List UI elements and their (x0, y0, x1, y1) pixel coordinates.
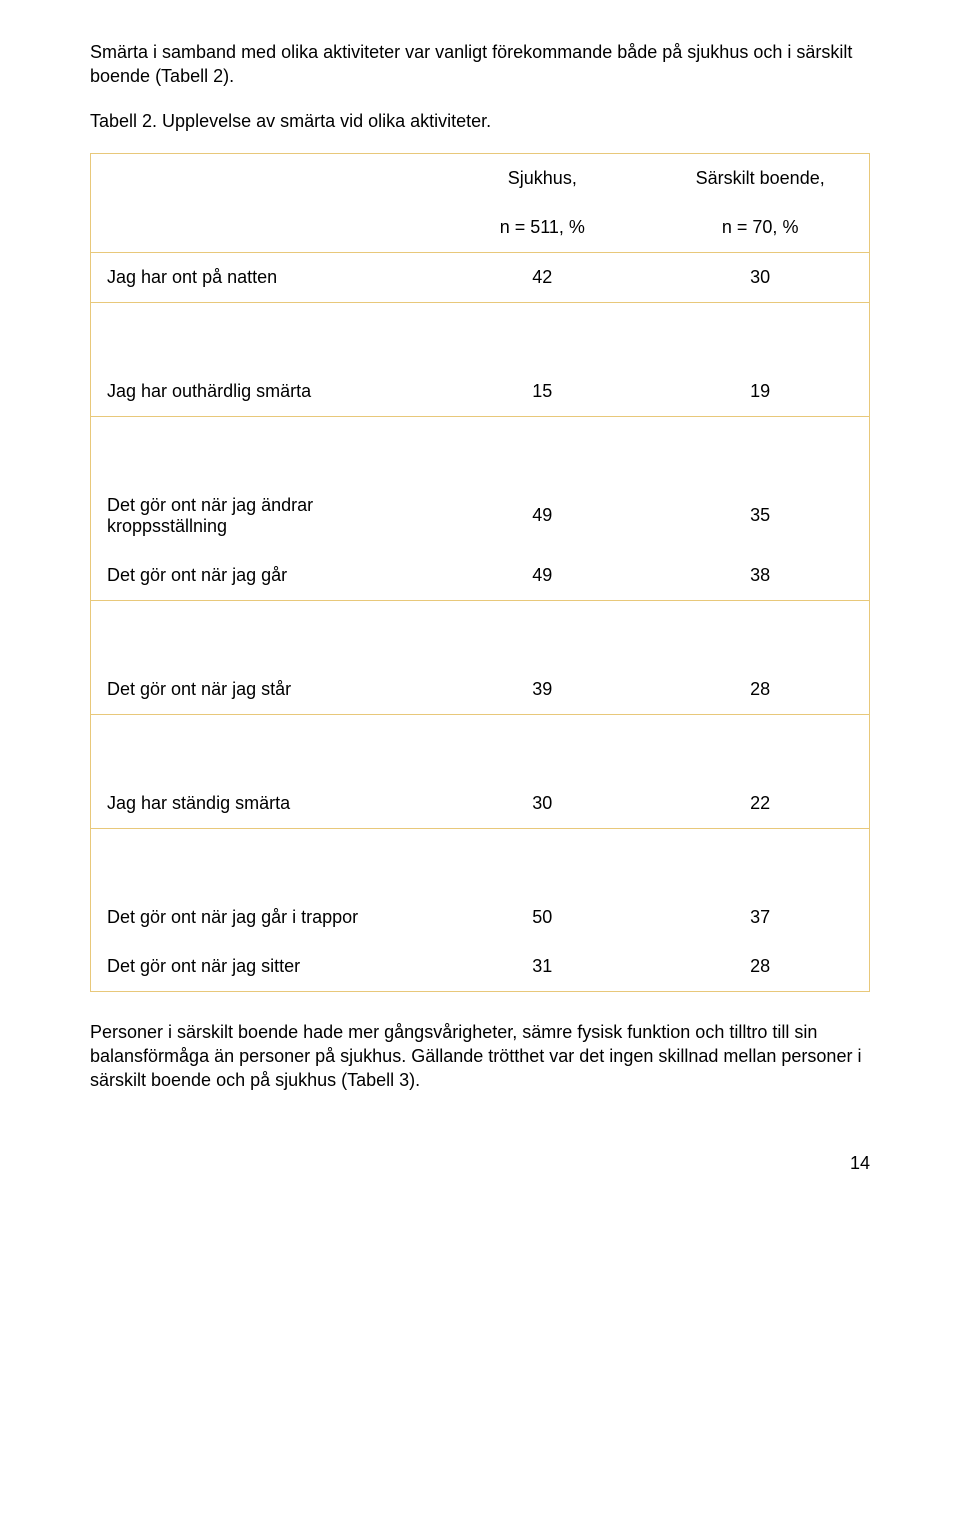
row-value-sjukhus: 39 (433, 665, 651, 715)
closing-paragraph: Personer i särskilt boende hade mer gång… (90, 1020, 870, 1093)
header-col1-title: Sjukhus, (433, 153, 651, 203)
row-label: Det gör ont när jag går (91, 551, 434, 601)
intro-paragraph: Smärta i samband med olika aktiviteter v… (90, 40, 870, 89)
header-col2-sub: n = 70, % (651, 203, 869, 253)
table-caption: Tabell 2. Upplevelse av smärta vid olika… (90, 109, 870, 133)
row-value-boende: 28 (651, 942, 869, 992)
header-blank (91, 153, 434, 203)
row-value-sjukhus: 30 (433, 779, 651, 829)
row-label: Det gör ont när jag står (91, 665, 434, 715)
row-label: Jag har ont på natten (91, 252, 434, 302)
row-value-sjukhus: 15 (433, 367, 651, 417)
row-value-sjukhus: 50 (433, 893, 651, 942)
header-col1-sub: n = 511, % (433, 203, 651, 253)
row-value-boende: 35 (651, 481, 869, 551)
row-value-sjukhus: 49 (433, 481, 651, 551)
row-value-boende: 19 (651, 367, 869, 417)
row-value-boende: 22 (651, 779, 869, 829)
row-label: Det gör ont när jag går i trappor (91, 893, 434, 942)
page-number: 14 (90, 1153, 870, 1174)
pain-activities-table: Sjukhus,Särskilt boende,n = 511, %n = 70… (90, 153, 870, 992)
row-label: Det gör ont när jag sitter (91, 942, 434, 992)
row-value-boende: 28 (651, 665, 869, 715)
row-value-sjukhus: 49 (433, 551, 651, 601)
row-value-sjukhus: 42 (433, 252, 651, 302)
row-label: Jag har ständig smärta (91, 779, 434, 829)
row-label: Jag har outhärdlig smärta (91, 367, 434, 417)
row-value-boende: 37 (651, 893, 869, 942)
row-value-boende: 38 (651, 551, 869, 601)
row-label: Det gör ont när jag ändrar kroppsställni… (91, 481, 434, 551)
header-col2-title: Särskilt boende, (651, 153, 869, 203)
row-value-boende: 30 (651, 252, 869, 302)
page-content: Smärta i samband med olika aktiviteter v… (0, 0, 960, 1224)
row-value-sjukhus: 31 (433, 942, 651, 992)
